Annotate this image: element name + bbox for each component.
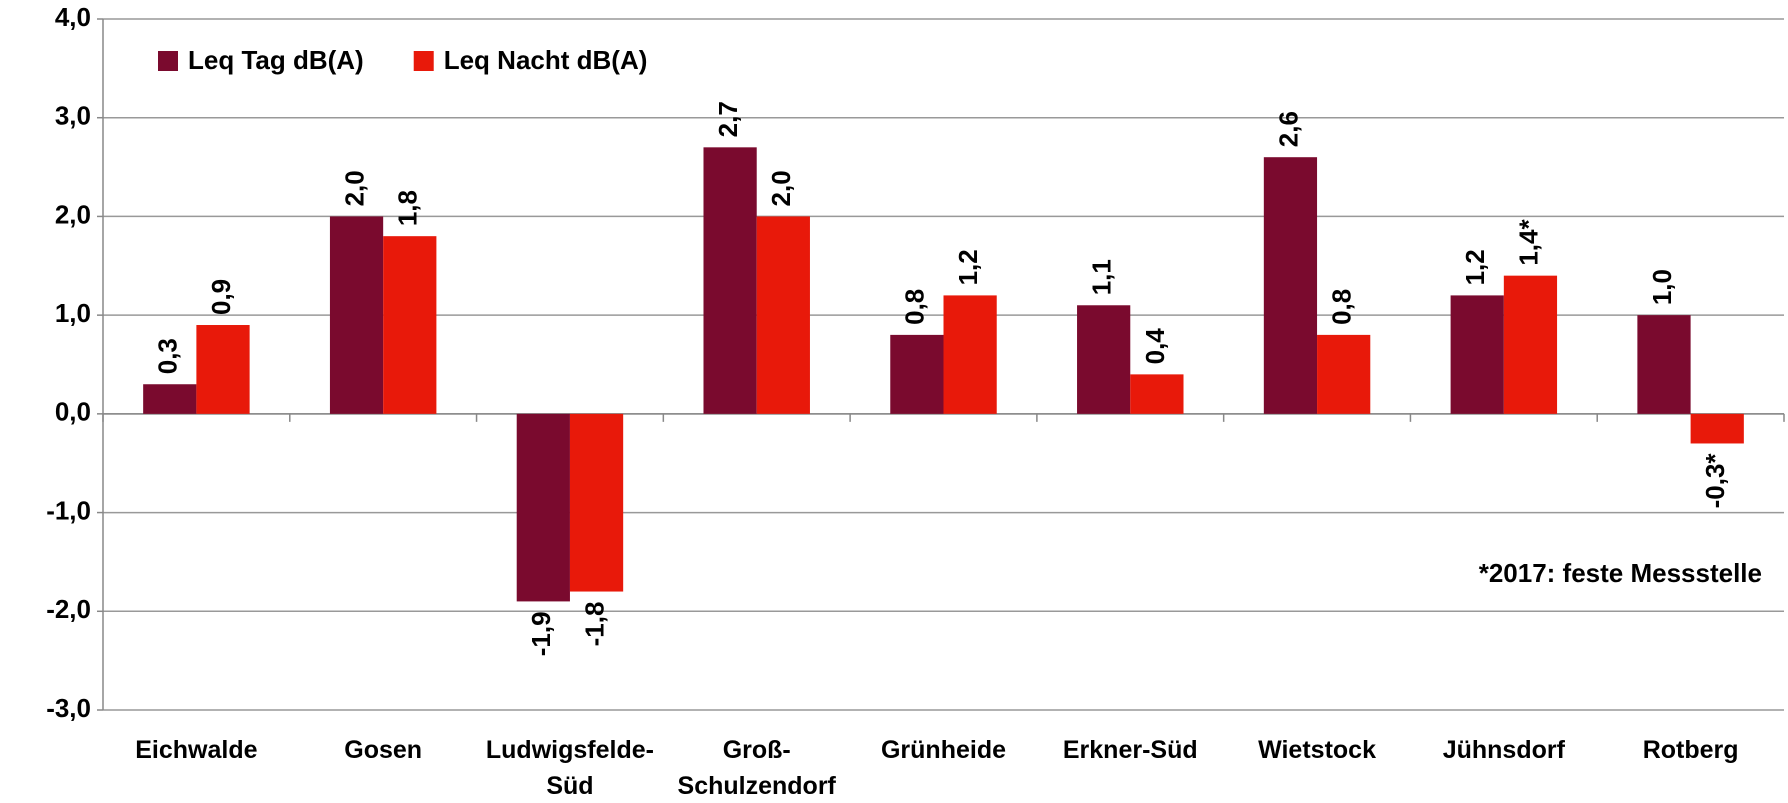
bar [1450, 295, 1504, 414]
bar [569, 413, 624, 592]
bar [329, 216, 384, 414]
legend-label: Leq Nacht dB(A) [444, 45, 648, 75]
value-label: 0,3 [153, 338, 183, 374]
value-label: 2,6 [1273, 111, 1303, 147]
x-tick-label: Rotberg [1642, 736, 1739, 764]
x-tick-label: Jühnsdorf [1442, 736, 1565, 764]
value-label: 1,4* [1513, 219, 1543, 266]
x-tick-label: Groß-Schulzendorf [677, 736, 836, 800]
value-label: 2,7 [713, 101, 743, 137]
y-tick-label: -2,0 [46, 594, 91, 624]
legend-label: Leq Tag dB(A) [188, 45, 364, 75]
value-label: 1,1 [1087, 259, 1117, 295]
bar [1077, 305, 1131, 414]
bar [1263, 157, 1318, 414]
y-tick-label: 4,0 [55, 2, 91, 32]
y-tick-label: 0,0 [55, 397, 91, 427]
x-tick-label: Wietstock [1258, 736, 1376, 764]
value-label: 0,4 [1140, 328, 1170, 365]
bar [383, 236, 437, 414]
bar [703, 147, 757, 414]
value-label: 1,2 [1460, 249, 1490, 285]
bar [1130, 374, 1184, 414]
bar [1317, 334, 1371, 414]
bar [943, 295, 997, 414]
bar [143, 384, 197, 414]
x-tick-label: Erkner-Süd [1062, 736, 1198, 764]
value-label: -0,3* [1700, 453, 1730, 509]
value-label: 2,0 [339, 170, 369, 206]
y-tick-label: 1,0 [55, 298, 91, 328]
value-label: 1,2 [953, 249, 983, 285]
legend-swatch [158, 51, 178, 71]
bar [1690, 413, 1744, 444]
bar [516, 413, 570, 602]
y-tick-label: -1,0 [46, 495, 91, 525]
value-label: 0,9 [206, 279, 236, 315]
value-label: 1,0 [1647, 269, 1677, 305]
bar [890, 334, 944, 414]
value-label: -1,8 [579, 602, 609, 647]
bar [756, 216, 810, 414]
y-tick-label: 2,0 [55, 199, 91, 229]
x-tick-label: Eichwalde [135, 736, 258, 764]
annotation: *2017: feste Messstelle [1479, 558, 1762, 588]
value-label: -1,9 [526, 611, 556, 656]
x-tick-label: Gosen [344, 736, 423, 764]
legend-swatch [413, 51, 434, 71]
bar [196, 325, 250, 414]
x-tick-label: Ludwigsfelde-Süd [485, 736, 654, 800]
x-tick-label: Grünheide [880, 736, 1006, 764]
y-tick-label: -3,0 [46, 693, 91, 723]
bar [1637, 315, 1691, 414]
bar [1503, 275, 1558, 414]
value-label: 2,0 [766, 170, 796, 206]
value-label: 0,8 [1327, 289, 1357, 325]
value-label: 0,8 [900, 289, 930, 325]
value-label: 1,8 [393, 190, 423, 226]
y-tick-label: 3,0 [55, 101, 91, 131]
